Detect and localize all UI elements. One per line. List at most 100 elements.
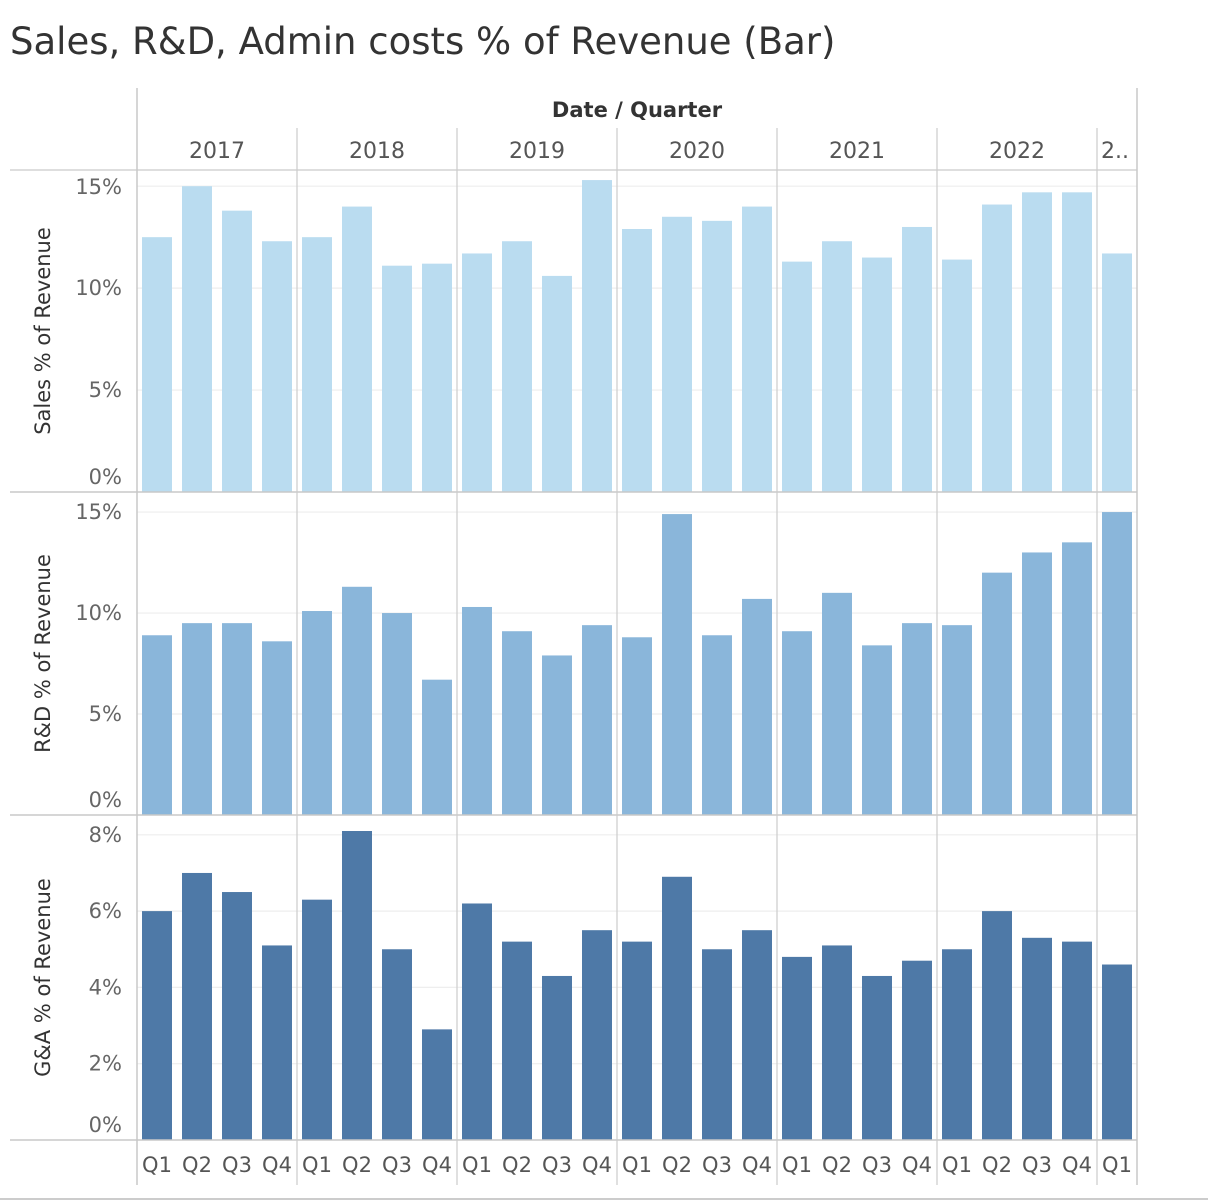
bar (782, 261, 812, 492)
bar (142, 237, 172, 492)
y-axis-title: R&D % of Revenue (31, 554, 55, 753)
x-tick-label: Q3 (862, 1153, 892, 1177)
bar (502, 631, 532, 815)
bar (422, 679, 452, 815)
y-tick-label: 5% (89, 378, 122, 402)
bar (662, 514, 692, 815)
bar (1062, 192, 1092, 492)
year-label: 2019 (509, 139, 565, 164)
x-tick-label: Q2 (982, 1153, 1012, 1177)
year-label: 2.. (1101, 139, 1129, 164)
bar (502, 941, 532, 1140)
bar (262, 945, 292, 1140)
x-tick-label: Q1 (1102, 1153, 1132, 1177)
bar (862, 645, 892, 815)
y-axis-title: Sales % of Revenue (31, 227, 55, 435)
x-tick-label: Q1 (462, 1153, 492, 1177)
bar (782, 956, 812, 1140)
year-label: 2020 (669, 139, 725, 164)
bar (502, 241, 532, 492)
y-tick-label: 0% (89, 788, 122, 812)
bar (382, 949, 412, 1140)
bar (982, 572, 1012, 815)
y-axis-title: G&A % of Revenue (31, 878, 55, 1077)
bar (982, 911, 1012, 1140)
bar (662, 876, 692, 1140)
x-tick-label: Q4 (262, 1153, 292, 1177)
bar (182, 186, 212, 492)
x-tick-label: Q1 (782, 1153, 812, 1177)
y-tick-label: 15% (75, 175, 122, 199)
bar (462, 903, 492, 1140)
year-label: 2021 (829, 139, 885, 164)
y-tick-label: 2% (89, 1052, 122, 1076)
chart-title: Sales, R&D, Admin costs % of Revenue (Ba… (10, 20, 836, 63)
bar (382, 613, 412, 815)
x-tick-label: Q4 (1062, 1153, 1092, 1177)
bar (822, 945, 852, 1140)
bar (622, 637, 652, 815)
bar (742, 930, 772, 1140)
y-tick-label: 4% (89, 975, 122, 999)
bars-layer (142, 180, 1132, 1140)
y-tick-label: 10% (75, 601, 122, 625)
x-tick-label: Q4 (742, 1153, 772, 1177)
x-tick-label: Q2 (822, 1153, 852, 1177)
bar (1022, 937, 1052, 1140)
bar (902, 226, 932, 492)
bar (942, 625, 972, 815)
x-tick-label: Q3 (382, 1153, 412, 1177)
bar (382, 265, 412, 492)
bar (942, 259, 972, 492)
bar (902, 960, 932, 1140)
bar (182, 623, 212, 815)
bar (582, 930, 612, 1140)
bar (142, 911, 172, 1140)
bar (1062, 542, 1092, 815)
bar (422, 263, 452, 492)
bar (782, 631, 812, 815)
bar (1102, 512, 1132, 815)
x-tick-label: Q1 (622, 1153, 652, 1177)
bar (702, 635, 732, 815)
x-tick-label: Q1 (142, 1153, 172, 1177)
x-tick-label: Q4 (422, 1153, 452, 1177)
x-tick-label: Q1 (302, 1153, 332, 1177)
bar (702, 220, 732, 492)
bar (742, 598, 772, 815)
year-label: 2022 (989, 139, 1045, 164)
bar (422, 1029, 452, 1140)
bar (462, 606, 492, 815)
bar (222, 623, 252, 815)
bar (582, 180, 612, 492)
x-tick-label: Q2 (662, 1153, 692, 1177)
bar (542, 975, 572, 1140)
bar (822, 241, 852, 492)
frame-layer (0, 88, 1208, 1200)
x-tick-label: Q3 (222, 1153, 252, 1177)
bar (142, 635, 172, 815)
bar (182, 872, 212, 1140)
x-tick-label: Q2 (502, 1153, 532, 1177)
bar (702, 949, 732, 1140)
y-tick-label: 0% (89, 1113, 122, 1137)
x-tick-label: Q2 (342, 1153, 372, 1177)
bar (302, 899, 332, 1140)
bar (662, 216, 692, 492)
bar (862, 257, 892, 492)
bar (622, 941, 652, 1140)
bar (1102, 964, 1132, 1140)
bar (1062, 941, 1092, 1140)
y-tick-label: 15% (75, 500, 122, 524)
y-tick-label: 0% (89, 465, 122, 489)
bar (342, 586, 372, 815)
x-tick-label: Q3 (1022, 1153, 1052, 1177)
bar (1022, 552, 1052, 815)
x-tick-label: Q3 (702, 1153, 732, 1177)
bar (582, 625, 612, 815)
bar (862, 975, 892, 1140)
x-tick-label: Q1 (942, 1153, 972, 1177)
x-tick-label: Q2 (182, 1153, 212, 1177)
y-tick-label: 5% (89, 702, 122, 726)
